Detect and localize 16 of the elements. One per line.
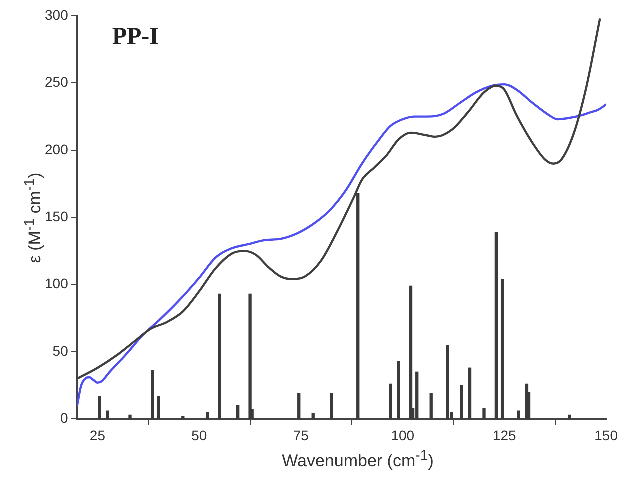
- y-tick-label: 0: [60, 410, 69, 426]
- y-tick-label: 150: [45, 208, 69, 224]
- x-tick-label: 100: [391, 427, 415, 444]
- y-tick-label: 300: [45, 6, 69, 23]
- y-tick-label: 50: [52, 342, 69, 359]
- line-series: [77, 83, 606, 407]
- y-tick-label: 250: [45, 74, 69, 90]
- y-tick-label: 200: [45, 141, 69, 158]
- x-axis-title: Wavenumber (cm$^{-1}$): [281, 448, 435, 472]
- x-tick-label: 150: [594, 427, 618, 444]
- chart-title: PP-I: [112, 24, 160, 50]
- x-tick-label: 25: [90, 427, 106, 444]
- y-tick-label: 100: [45, 276, 69, 292]
- x-tick-label: 50: [192, 427, 208, 444]
- x-tick-label: 75: [293, 427, 310, 444]
- x-tick-label: 125: [492, 427, 516, 444]
